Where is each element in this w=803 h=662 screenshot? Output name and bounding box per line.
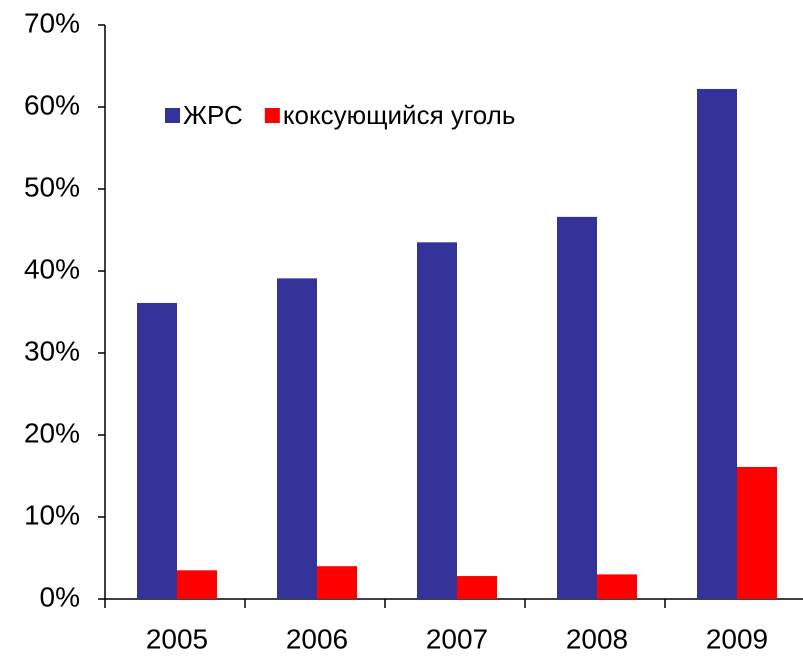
y-tick-label: 20% (24, 417, 80, 448)
x-tick-label: 2009 (706, 623, 768, 654)
x-tick-label: 2008 (566, 623, 628, 654)
y-tick-label: 60% (24, 89, 80, 120)
legend: ЖРС коксующийся уголь (165, 100, 515, 130)
x-tick-label: 2005 (146, 623, 208, 654)
bar (317, 566, 357, 599)
legend-label: ЖРС (183, 100, 243, 130)
bar (277, 278, 317, 599)
bar (177, 570, 217, 599)
bar (557, 216, 597, 599)
bar (457, 576, 497, 599)
bar (417, 242, 457, 600)
bar (137, 302, 177, 599)
y-tick-label: 10% (24, 499, 80, 530)
y-tick-label: 50% (24, 171, 80, 202)
x-tick-label: 2006 (286, 623, 348, 654)
y-tick-label: 0% (40, 581, 80, 612)
x-tick-label: 2007 (426, 623, 488, 654)
bar (737, 466, 777, 599)
bar (697, 88, 737, 600)
y-tick-label: 70% (24, 7, 80, 38)
y-tick-label: 30% (24, 335, 80, 366)
y-tick-label: 40% (24, 253, 80, 284)
bar (597, 574, 637, 599)
legend-swatch (264, 108, 280, 123)
legend-swatch (165, 108, 180, 123)
legend-label: коксующийся уголь (283, 100, 516, 130)
